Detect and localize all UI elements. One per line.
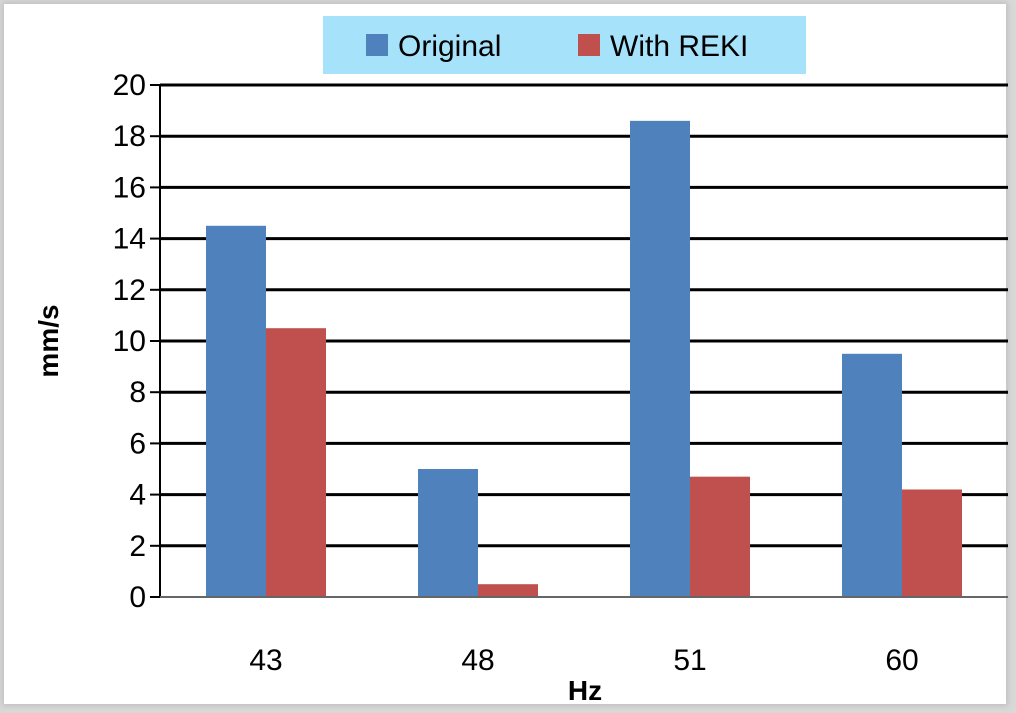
bar-original-51 — [630, 120, 690, 597]
y-tick-label: 2 — [129, 530, 146, 563]
legend-label: With REKI — [610, 30, 748, 63]
legend: Original With REKI — [323, 16, 806, 74]
bar-with-reki-43 — [266, 328, 326, 597]
x-tick-label: 51 — [673, 644, 706, 677]
x-axis-title: Hz — [568, 675, 602, 706]
y-axis-title: mm/s — [33, 304, 64, 377]
y-tick-label: 0 — [129, 581, 146, 614]
bars — [206, 120, 962, 598]
bar-original-43 — [206, 225, 266, 598]
legend-box — [323, 16, 806, 74]
y-tick-label: 6 — [129, 427, 146, 460]
axes — [150, 84, 1008, 598]
legend-swatch-with-reki — [578, 34, 600, 56]
y-tick-label: 16 — [113, 171, 146, 204]
x-tick-label: 60 — [885, 644, 918, 677]
bar-original-60 — [842, 353, 902, 597]
y-tick-label: 14 — [113, 223, 146, 256]
x-tick-label: 43 — [249, 644, 282, 677]
x-tick-label: 48 — [461, 644, 494, 677]
legend-swatch-original — [366, 34, 388, 56]
x-tick-labels: 43 48 51 60 — [249, 644, 918, 677]
y-tick-label: 18 — [113, 120, 146, 153]
legend-label: Original — [398, 30, 501, 63]
y-tick-label: 20 — [113, 69, 146, 102]
bar-with-reki-48 — [478, 584, 538, 597]
bar-with-reki-60 — [902, 489, 962, 597]
y-tick-label: 12 — [113, 274, 146, 307]
y-tick-label: 4 — [129, 479, 146, 512]
bar-with-reki-51 — [690, 476, 750, 597]
y-tick-label: 10 — [113, 325, 146, 358]
y-tick-label: 8 — [129, 376, 146, 409]
bar-original-48 — [418, 469, 478, 597]
y-tick-labels: 0 2 4 6 8 10 12 14 16 18 20 — [113, 69, 146, 614]
